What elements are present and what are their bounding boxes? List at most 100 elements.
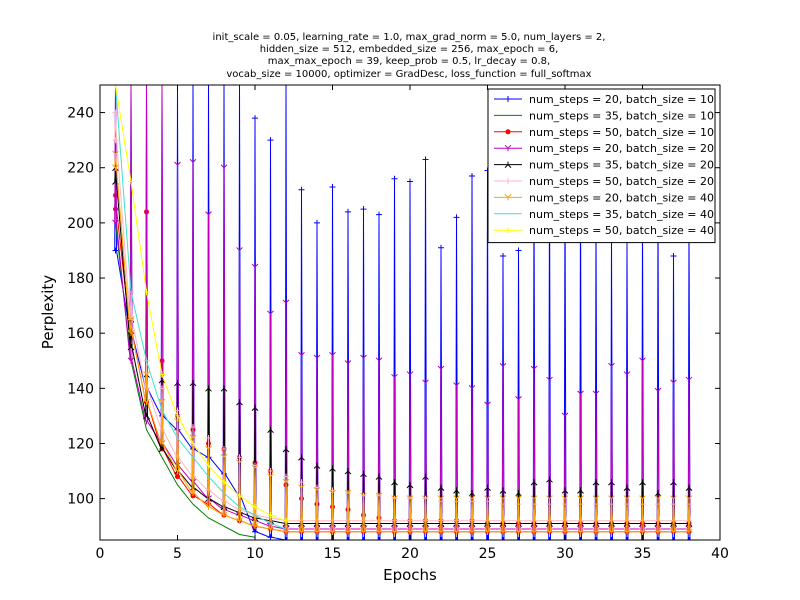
data-point <box>344 489 352 497</box>
data-point <box>655 537 661 540</box>
data-point <box>158 398 166 406</box>
data-point <box>236 399 243 406</box>
data-point <box>159 385 165 392</box>
chart-title: init_scale = 0.05, learning_rate = 1.0, … <box>213 32 606 80</box>
data-point <box>437 495 445 502</box>
data-point <box>639 357 646 364</box>
series-line <box>114 167 691 525</box>
data-point <box>267 426 274 434</box>
data-point <box>221 498 227 505</box>
data-point <box>205 503 212 510</box>
data-point <box>391 479 398 486</box>
legend-label: num_steps = 35, batch_size = 10 <box>529 109 714 122</box>
data-point <box>236 247 243 254</box>
data-point <box>236 506 243 513</box>
data-point <box>654 495 662 502</box>
data-point <box>220 511 228 519</box>
data-point <box>453 214 460 221</box>
data-point <box>127 316 135 323</box>
series-line <box>115 222 256 538</box>
data-point <box>592 479 600 486</box>
data-point <box>639 528 646 535</box>
data-point <box>515 396 522 403</box>
data-point <box>391 495 398 502</box>
data-point <box>453 528 460 535</box>
data-point <box>236 459 243 466</box>
data-point <box>267 525 274 532</box>
data-point <box>453 537 460 540</box>
data-point <box>221 446 227 452</box>
data-point <box>391 373 398 381</box>
data-point <box>205 385 212 392</box>
data-point <box>329 351 336 359</box>
data-point <box>127 329 135 337</box>
legend-marker <box>505 96 511 102</box>
data-point <box>298 484 305 491</box>
data-point <box>313 487 321 494</box>
data-point <box>175 474 180 480</box>
data-point <box>499 487 507 494</box>
data-point <box>282 528 290 535</box>
data-point <box>158 440 166 447</box>
data-point <box>283 517 289 524</box>
data-point <box>329 489 336 497</box>
data-point <box>360 492 367 499</box>
y-tick-label: 220 <box>67 161 94 177</box>
series-line <box>114 153 691 533</box>
data-point <box>422 379 429 386</box>
data-point <box>546 376 553 384</box>
data-point <box>143 412 150 420</box>
data-point <box>267 534 274 540</box>
data-point <box>546 528 553 535</box>
data-point <box>468 495 476 502</box>
data-point <box>670 528 677 535</box>
data-point <box>654 387 662 395</box>
data-point <box>499 528 507 535</box>
data-point <box>561 495 569 502</box>
data-point <box>592 528 600 535</box>
legend-marker <box>505 227 511 234</box>
data-point <box>499 362 507 370</box>
data-point <box>577 487 584 494</box>
data-point <box>298 351 305 359</box>
data-point <box>376 537 382 540</box>
legend-entry-4: num_steps = 20, batch_size = 20 <box>494 142 714 155</box>
data-point <box>577 528 584 535</box>
data-point <box>453 487 460 494</box>
x-tick-label: 35 <box>634 546 652 562</box>
data-point <box>391 175 398 182</box>
data-point <box>314 219 320 226</box>
data-point <box>112 219 119 226</box>
legend-label: num_steps = 50, batch_size = 10 <box>529 126 714 139</box>
data-point <box>236 454 243 461</box>
data-point <box>453 495 460 502</box>
data-point <box>252 115 258 122</box>
data-point <box>375 473 383 480</box>
data-point <box>515 495 522 502</box>
data-point <box>375 492 383 499</box>
legend-label: num_steps = 20, batch_size = 40 <box>529 191 714 204</box>
data-point <box>639 479 646 486</box>
data-point <box>546 537 553 540</box>
data-point <box>422 156 429 163</box>
data-point <box>437 365 445 373</box>
data-point <box>282 478 290 486</box>
legend-marker <box>504 161 512 168</box>
y-tick-label: 120 <box>67 436 94 452</box>
data-point <box>422 473 429 480</box>
series-line <box>115 85 287 530</box>
data-point <box>484 401 491 408</box>
data-point <box>236 517 243 524</box>
data-point <box>608 495 615 502</box>
data-point <box>282 299 290 306</box>
x-tick-label: 30 <box>556 546 574 562</box>
data-point <box>469 173 475 179</box>
data-point <box>282 446 290 453</box>
data-point <box>283 537 289 540</box>
data-point <box>298 528 305 535</box>
x-tick-label: 40 <box>711 546 729 562</box>
legend-entry-5: num_steps = 35, batch_size = 20 <box>494 159 714 172</box>
data-point <box>422 528 429 535</box>
data-point <box>360 528 367 535</box>
legend-entry-1: num_steps = 20, batch_size = 10 <box>494 93 714 106</box>
